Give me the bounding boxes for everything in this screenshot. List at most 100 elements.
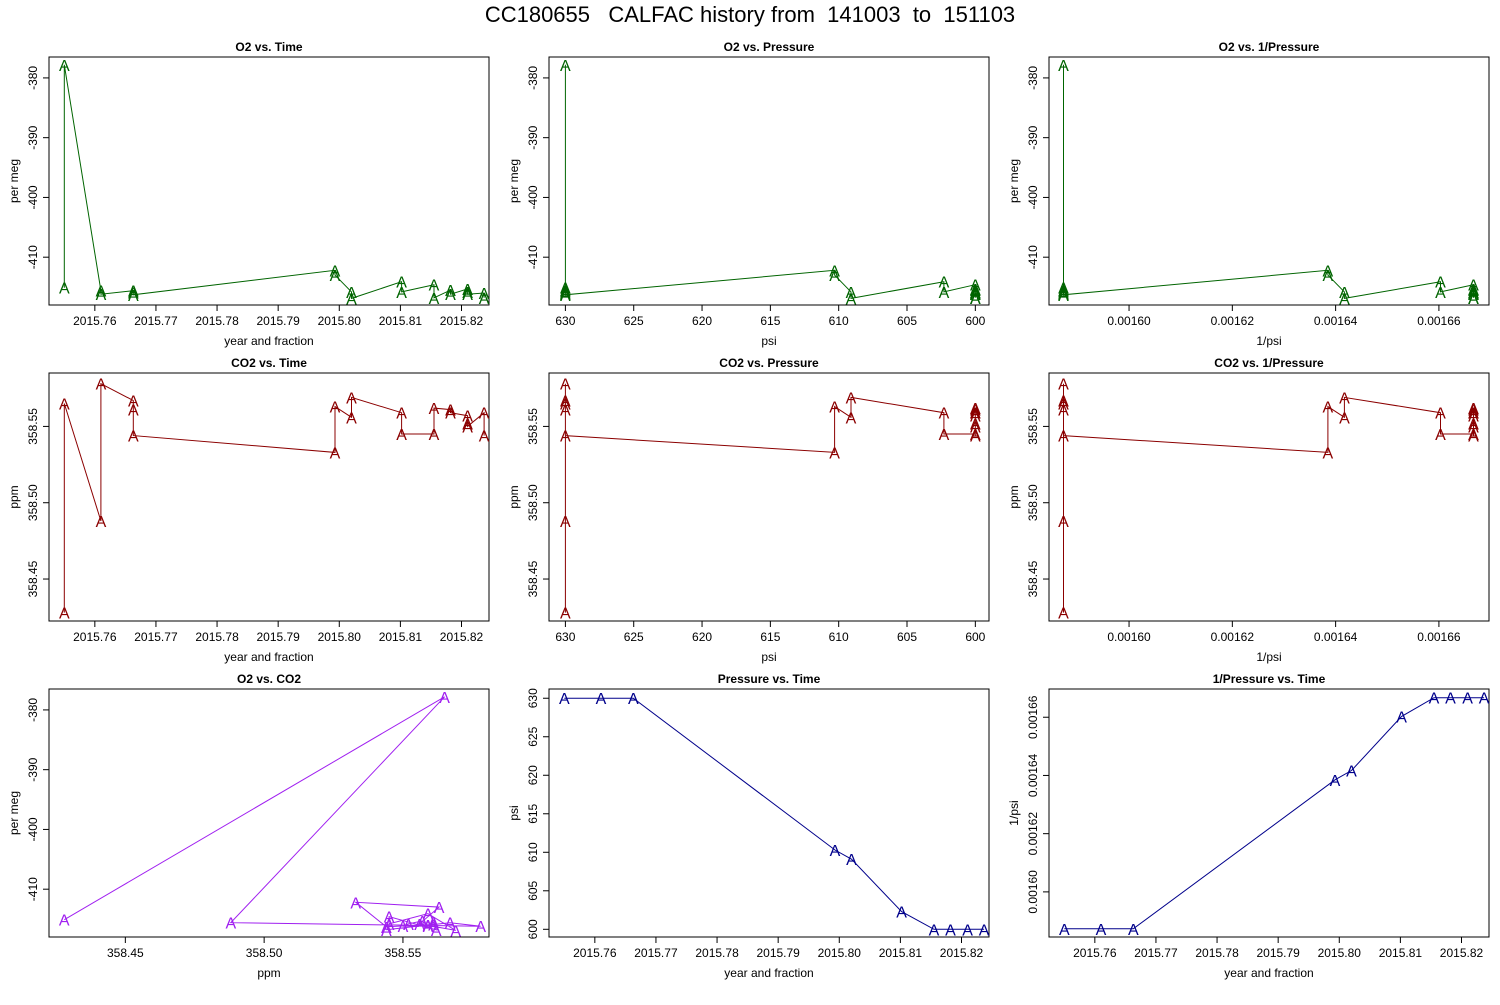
y-tick-label: -400 — [526, 185, 540, 209]
y-tick-label: 600 — [526, 919, 540, 939]
data-point-marker: A — [1468, 278, 1479, 295]
chart-title: CO2 vs. Time — [231, 356, 307, 370]
x-axis-label: psi — [761, 650, 776, 664]
data-point-marker: A — [1058, 403, 1069, 420]
data-point-marker: A — [830, 843, 841, 860]
data-point-marker: A — [560, 429, 571, 446]
x-tick-label: 2015.79 — [256, 314, 300, 328]
data-point-marker: A — [1468, 287, 1479, 304]
data-point-marker: A — [596, 691, 607, 708]
y-tick-label: 358.45 — [1026, 560, 1040, 597]
plot-frame — [48, 56, 490, 306]
series-line — [564, 64, 976, 299]
data-point-marker: A — [1058, 281, 1069, 298]
data-point-marker: A — [939, 275, 950, 292]
data-point-marker: A — [1429, 691, 1440, 708]
x-tick-label: 358.45 — [107, 946, 144, 960]
x-tick-label: 2015.77 — [134, 314, 178, 328]
data-point-marker: A — [479, 406, 490, 423]
data-point-marker: A — [1462, 691, 1473, 708]
data-point-marker: A — [1468, 283, 1479, 300]
data-point-marker: A — [128, 403, 139, 420]
x-tick-label: 2015.80 — [1318, 946, 1362, 960]
data-point-marker: A — [428, 917, 439, 934]
chart-title: O2 vs. CO2 — [237, 672, 301, 686]
chart-title: O2 vs. Time — [235, 40, 302, 54]
data-point-marker: A — [846, 852, 857, 869]
data-point-marker: A — [381, 920, 392, 937]
data-point-marker: A — [1330, 773, 1341, 790]
data-point-marker: A — [128, 284, 139, 301]
data-point-marker: A — [1323, 445, 1334, 462]
data-point-marker: A — [829, 445, 840, 462]
data-point-marker: A — [846, 285, 857, 302]
data-point-marker: A — [346, 410, 357, 427]
data-point-marker: A — [350, 895, 361, 912]
plot-frame — [548, 56, 990, 306]
data-point-marker: A — [96, 514, 107, 531]
x-tick-label: 2015.80 — [318, 630, 362, 644]
chart-panel: O2 vs. Time 2015.76 2015.77 2015.78 2015.79 2… — [7, 40, 490, 348]
data-point-marker: A — [1323, 263, 1334, 280]
data-point-marker: A — [1058, 58, 1069, 75]
y-tick-label: -380 — [526, 66, 540, 90]
chart-title: 1/Pressure vs. Time — [1213, 672, 1326, 686]
data-point-marker: A — [423, 907, 434, 924]
x-axis-label: 1/psi — [1256, 650, 1281, 664]
data-point-marker: A — [1339, 285, 1350, 302]
data-point-marker: A — [417, 914, 428, 931]
data-point-marker: A — [1058, 397, 1069, 414]
x-tick-label: 2015.77 — [134, 630, 178, 644]
data-point-marker: A — [560, 284, 571, 301]
data-point-marker: A — [439, 690, 450, 707]
y-tick-label: 630 — [526, 688, 540, 708]
series-line — [63, 382, 485, 613]
x-tick-label: 2015.76 — [573, 946, 617, 960]
x-tick-label: 2015.78 — [1195, 946, 1239, 960]
data-point-marker: A — [462, 287, 473, 304]
data-point-marker: A — [445, 403, 456, 420]
y-tick-label: 358.50 — [26, 484, 40, 521]
data-point-marker: A — [479, 429, 490, 446]
y-tick-label: 610 — [526, 842, 540, 862]
data-point-marker: A — [479, 286, 490, 303]
chart-title: O2 vs. 1/Pressure — [1219, 40, 1320, 54]
x-tick-label: 605 — [897, 314, 917, 328]
data-point-marker: A — [560, 606, 571, 623]
series-line — [564, 697, 985, 930]
x-tick-label: 2015.76 — [1073, 946, 1117, 960]
data-point-marker: A — [846, 410, 857, 427]
data-point-marker: A — [1058, 284, 1069, 301]
plot-frame — [1048, 56, 1490, 306]
plot-frame — [548, 688, 990, 938]
chart-panel: O2 vs. Pressure 630 625 620 615 610 605 600 psi -… — [507, 40, 990, 348]
chart-panel: CO2 vs. Pressure 630 625 620 615 610 605 600 psi… — [507, 356, 990, 664]
y-tick-label: 625 — [526, 726, 540, 746]
data-point-marker: A — [1468, 427, 1479, 444]
chart-panel: O2 vs. 1/Pressure 0.00160 0.00162 0.00164 0.… — [1007, 40, 1490, 348]
y-axis-label: ppm — [507, 485, 521, 508]
data-point-marker: A — [479, 291, 490, 308]
data-point-marker: A — [560, 285, 571, 302]
data-point-marker: A — [1468, 416, 1479, 433]
y-axis-label: per meg — [1007, 159, 1021, 203]
data-point-marker: A — [560, 288, 571, 305]
x-tick-label: 2015.81 — [379, 630, 423, 644]
data-point-marker: A — [1339, 390, 1350, 407]
chart-panel: Pressure vs. Time 2015.76 2015.77 2015.78 20… — [507, 672, 990, 980]
data-point-marker: A — [1468, 409, 1479, 426]
data-point-marker: A — [462, 419, 473, 436]
data-point-marker: A — [970, 409, 981, 426]
data-point-marker: A — [462, 409, 473, 426]
chart-panel: 1/Pressure vs. Time 2015.76 2015.77 2015.78… — [1007, 672, 1490, 980]
x-tick-label: 2015.82 — [1440, 946, 1484, 960]
data-point-marker: A — [1058, 514, 1069, 531]
data-point-marker: A — [896, 905, 907, 922]
y-tick-label: 0.00162 — [1026, 812, 1040, 856]
data-point-marker: A — [1468, 406, 1479, 423]
plot-frame — [1048, 372, 1490, 622]
x-tick-label: 615 — [760, 314, 780, 328]
y-tick-label: 0.00166 — [1026, 695, 1040, 739]
data-point-marker: A — [398, 919, 409, 936]
